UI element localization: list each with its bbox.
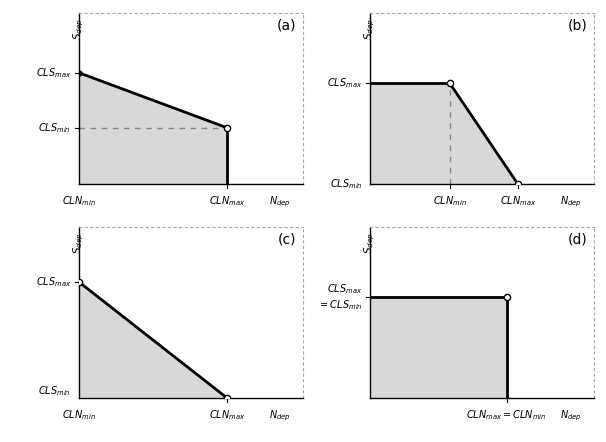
Text: $CLS_{min}$: $CLS_{min}$ [38,121,71,135]
Text: $CLS_{min}$: $CLS_{min}$ [38,384,71,398]
Text: $S_{dep}$: $S_{dep}$ [72,19,86,40]
Text: $CLS_{max}$: $CLS_{max}$ [36,275,71,289]
Text: $N_{dep}$: $N_{dep}$ [268,194,290,209]
Polygon shape [79,72,227,184]
Polygon shape [370,83,518,184]
Text: $S_{dep}$: $S_{dep}$ [72,232,86,254]
Text: (d): (d) [567,232,587,246]
Text: $CLN_{max}$: $CLN_{max}$ [208,194,245,208]
Polygon shape [79,282,227,398]
Text: $CLN_{min}$: $CLN_{min}$ [62,408,96,422]
Text: $CLN_{min}$: $CLN_{min}$ [62,194,96,208]
Text: (c): (c) [278,232,296,246]
Text: $N_{dep}$: $N_{dep}$ [560,408,582,423]
Polygon shape [370,297,507,398]
Text: $CLN_{max}$: $CLN_{max}$ [208,408,245,422]
Text: (a): (a) [276,19,296,32]
Text: $CLN_{max}$$=CLN_{min}$: $CLN_{max}$$=CLN_{min}$ [466,408,547,422]
Text: $S_{dep}$: $S_{dep}$ [363,232,377,254]
Text: $CLS_{max}$: $CLS_{max}$ [36,66,71,80]
Text: $CLN_{min}$: $CLN_{min}$ [433,194,467,208]
Text: $CLS_{max}$
$=CLS_{min}$: $CLS_{max}$ $=CLS_{min}$ [318,282,362,312]
Text: $CLN_{max}$: $CLN_{max}$ [500,194,536,208]
Text: $N_{dep}$: $N_{dep}$ [268,408,290,423]
Text: $N_{dep}$: $N_{dep}$ [560,194,582,209]
Text: $S_{dep}$: $S_{dep}$ [363,19,377,40]
Text: $CLS_{min}$: $CLS_{min}$ [330,177,362,191]
Text: $CLS_{max}$: $CLS_{max}$ [327,76,362,90]
Text: (b): (b) [567,19,587,32]
